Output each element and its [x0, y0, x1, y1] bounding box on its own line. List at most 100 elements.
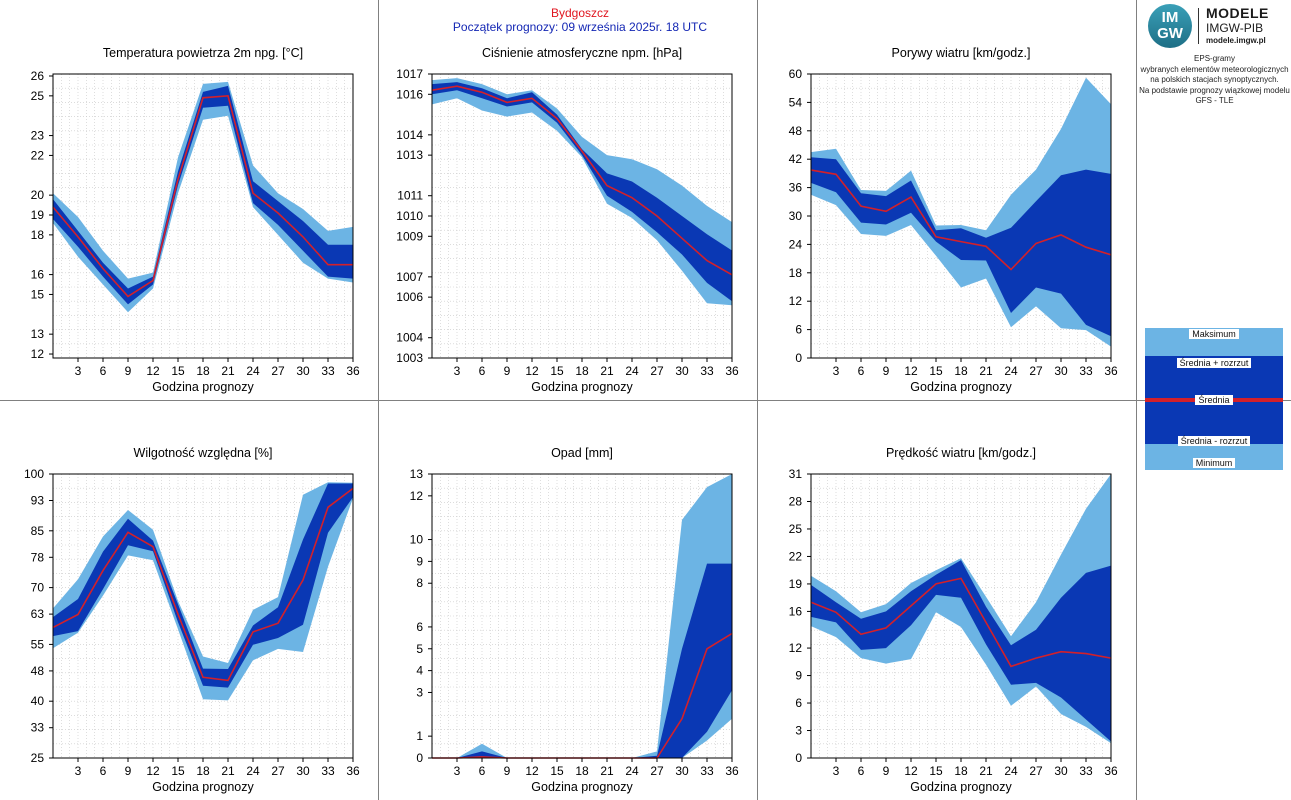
y-tick-label: 4 [416, 664, 423, 678]
x-tick-label: 21 [600, 364, 614, 378]
x-tick-label: 36 [725, 764, 739, 778]
x-tick-label: 15 [171, 364, 185, 378]
x-tick-label: 3 [75, 764, 82, 778]
y-tick-label: 1004 [396, 331, 423, 345]
x-tick-label: 3 [454, 364, 461, 378]
x-tick-label: 15 [929, 364, 943, 378]
logo-top-text: IM [1161, 9, 1179, 26]
x-tick-label: 36 [346, 364, 360, 378]
x-tick-label: 15 [550, 764, 564, 778]
y-tick-label: 12 [789, 294, 803, 308]
y-tick-label: 22 [789, 549, 803, 563]
chart-title: Prędkość wiatru [km/godz.] [886, 446, 1036, 460]
y-tick-label: 6 [795, 696, 802, 710]
x-tick-label: 12 [525, 364, 539, 378]
x-axis-label: Godzina prognozy [531, 380, 633, 394]
x-tick-label: 12 [525, 764, 539, 778]
x-tick-label: 9 [883, 364, 890, 378]
x-tick-label: 9 [504, 764, 511, 778]
y-tick-label: 42 [789, 152, 803, 166]
y-tick-label: 55 [31, 637, 45, 651]
x-tick-label: 33 [321, 764, 335, 778]
x-tick-label: 6 [858, 364, 865, 378]
x-tick-label: 3 [833, 764, 840, 778]
y-tick-label: 48 [789, 124, 803, 138]
mean-line [52, 487, 354, 682]
y-tick-label: 13 [410, 467, 424, 481]
y-tick-label: 31 [789, 467, 803, 481]
y-tick-label: 23 [31, 129, 45, 143]
band-mean-spread [811, 157, 1111, 337]
y-tick-label: 0 [416, 751, 423, 765]
x-axis-label: Godzina prognozy [531, 780, 633, 794]
y-tick-label: 20 [31, 188, 45, 202]
y-tick-label: 0 [795, 751, 802, 765]
x-axis-label: Godzina prognozy [910, 780, 1012, 794]
brand-subtitle: IMGW-PIB [1206, 21, 1264, 35]
y-tick-label: 3 [795, 724, 802, 738]
y-tick-label: 25 [789, 522, 803, 536]
y-tick-label: 6 [795, 323, 802, 337]
y-tick-label: 12 [410, 489, 424, 503]
y-tick-label: 1006 [396, 290, 423, 304]
y-tick-label: 1011 [397, 189, 423, 203]
mean-line [810, 577, 1112, 668]
y-tick-label: 48 [31, 664, 45, 678]
forecast-header: Bydgoszcz Początek prognozy: 09 września… [380, 6, 780, 34]
x-tick-label: 6 [479, 364, 486, 378]
x-tick-label: 24 [625, 364, 639, 378]
y-tick-label: 22 [31, 148, 45, 162]
y-tick-label: 3 [416, 685, 423, 699]
x-tick-label: 18 [575, 764, 589, 778]
x-axis-label: Godzina prognozy [152, 380, 254, 394]
x-tick-label: 9 [504, 364, 511, 378]
x-tick-label: 27 [271, 364, 285, 378]
x-tick-label: 24 [246, 764, 260, 778]
chart-panel-0: 3 6 9 12 15 18 21 24 27 30 33 361213151618192022232… [31, 46, 360, 394]
mean-line [52, 94, 353, 298]
x-tick-label: 33 [1079, 364, 1093, 378]
y-tick-label: 60 [789, 67, 803, 81]
x-tick-label: 33 [700, 364, 714, 378]
chart-panel-1: 3 6 9 12 15 18 21 24 27 30 33 361003100410061007100… [396, 46, 739, 394]
brand-url[interactable]: modele.imgw.pl [1206, 36, 1266, 45]
logo-bottom-text: GW [1157, 25, 1183, 42]
y-tick-label: 8 [416, 576, 423, 590]
y-tick-label: 78 [31, 550, 45, 564]
chart-panel-5: 3 6 9 12 15 18 21 24 27 30 33 36036912161922252831P… [789, 446, 1118, 794]
y-tick-label: 18 [789, 266, 803, 280]
y-tick-label: 1017 [396, 67, 423, 81]
y-tick-label: 1014 [396, 128, 423, 142]
y-tick-label: 19 [789, 577, 803, 591]
x-tick-label: 36 [346, 764, 360, 778]
y-tick-label: 1013 [396, 148, 423, 162]
y-tick-label: 12 [789, 641, 803, 655]
x-tick-label: 27 [1029, 364, 1043, 378]
y-tick-label: 28 [789, 494, 803, 508]
x-tick-label: 18 [196, 764, 210, 778]
chart-panel-2: 3 6 9 12 15 18 21 24 27 30 33 360612182430364248546… [789, 46, 1118, 394]
description-line: GFS - TLE [1195, 96, 1234, 105]
y-tick-label: 25 [31, 751, 45, 765]
model-description: EPS-gramy wybranych elementów meteorolog… [1138, 54, 1291, 107]
charts-layer: 3 6 9 12 15 18 21 24 27 30 33 361213151618192022232… [24, 46, 1118, 794]
x-axis-label: Godzina prognozy [152, 780, 254, 794]
y-tick-label: 85 [31, 524, 45, 538]
x-tick-label: 30 [296, 764, 310, 778]
x-tick-label: 6 [858, 764, 865, 778]
x-tick-label: 3 [75, 364, 82, 378]
y-tick-label: 54 [789, 95, 803, 109]
x-tick-label: 18 [954, 364, 968, 378]
x-tick-label: 24 [625, 764, 639, 778]
x-tick-label: 15 [171, 764, 185, 778]
y-tick-label: 9 [795, 669, 802, 683]
x-tick-label: 33 [1079, 764, 1093, 778]
y-tick-label: 26 [31, 69, 45, 83]
x-tick-label: 33 [321, 364, 335, 378]
y-tick-label: 13 [31, 327, 45, 341]
x-tick-label: 12 [904, 364, 918, 378]
imgw-logo-badge: IM GW [1148, 4, 1192, 48]
x-tick-label: 12 [146, 764, 160, 778]
forecast-start: Początek prognozy: 09 września 2025r. 18… [452, 20, 708, 34]
mean-line [810, 169, 1112, 271]
